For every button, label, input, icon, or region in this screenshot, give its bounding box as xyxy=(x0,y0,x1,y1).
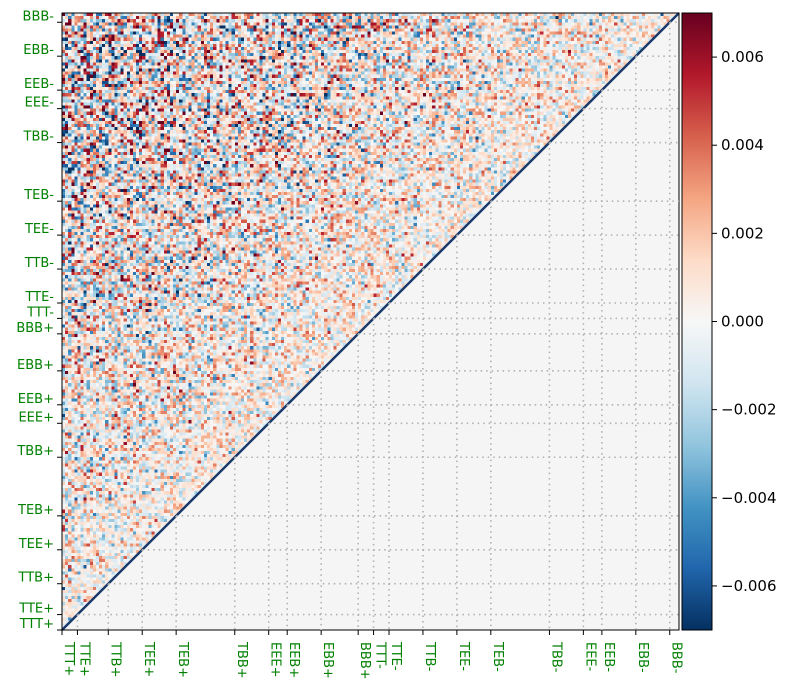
x-tick-label: EEB- xyxy=(601,642,616,672)
y-tick-label: BBB+ xyxy=(16,321,54,336)
y-tick-label: TEB- xyxy=(23,188,54,203)
y-axis: TTT+TTE+ TTB+ TEE+ TEB+ TBB+ EEE+ EEB+ EBB+ BBB+… xyxy=(16,9,62,632)
x-tick-label: EBB- xyxy=(635,642,650,673)
y-tick-label: TTB- xyxy=(24,256,55,271)
y-tick-label: EEE+ xyxy=(18,410,54,425)
colorbar-tick-label: 0.000 xyxy=(721,313,764,331)
y-tick-label: EEB+ xyxy=(18,392,54,407)
y-tick-label: EEB- xyxy=(24,77,54,92)
colorbar: −0.006 −0.004 −0.002 0.000 0.002 0.004 0.006 xyxy=(681,12,777,631)
x-tick-label: TTT+ xyxy=(61,641,76,676)
y-tick-label: EEE- xyxy=(25,96,55,111)
colorbar-tick-label: −0.002 xyxy=(721,401,777,419)
x-tick-label: TBB- xyxy=(548,641,563,673)
x-tick-label: EEE+ xyxy=(268,642,283,678)
x-tick-label: TEB- xyxy=(490,641,505,672)
colorbar-tick-label: −0.004 xyxy=(721,489,777,507)
y-tick-label: TTT+ xyxy=(19,617,54,632)
x-tick-label: TBB+ xyxy=(234,641,249,679)
x-tick-label: EEE- xyxy=(582,642,597,672)
y-tick-label: TBB- xyxy=(23,130,55,145)
y-tick-label: EBB- xyxy=(23,43,54,58)
y-tick-label: TTT- xyxy=(26,305,54,320)
y-tick-label: TTE- xyxy=(24,290,54,305)
x-tick-label: BBB+ xyxy=(357,642,372,680)
x-tick-label: TTE- xyxy=(388,641,403,671)
x-tick-label: TEB+ xyxy=(175,641,190,678)
plot-frame xyxy=(61,12,680,631)
heatmap-plot-area xyxy=(61,12,680,631)
diagonal-line xyxy=(61,12,680,631)
y-tick-label: TEE+ xyxy=(18,537,54,552)
colorbar-tick-label: 0.002 xyxy=(721,224,764,242)
x-tick-label: EEB+ xyxy=(286,642,301,678)
x-tick-label: TTE+ xyxy=(76,641,91,677)
colorbar-tick-label: 0.006 xyxy=(721,48,764,66)
y-tick-label: TEB+ xyxy=(17,503,54,518)
y-tick-label: EBB+ xyxy=(17,358,54,373)
x-tick-label: TEE- xyxy=(456,641,471,671)
colorbar-tick-label: 0.004 xyxy=(721,136,764,154)
x-tick-label: TTT- xyxy=(373,641,388,669)
block-grid-lines xyxy=(76,21,679,630)
y-tick-label: TTE+ xyxy=(18,602,54,617)
y-tick-label: TEE- xyxy=(24,222,54,237)
x-tick-label: EBB+ xyxy=(320,642,335,679)
colorbar-gradient xyxy=(681,12,713,631)
x-axis: TTT+ TTE+ TTB+ TEE+ TEB+ TBB+ EEE+ EEB+ EBB+ BBB+… xyxy=(61,630,684,680)
colorbar-tick-label: −0.006 xyxy=(721,577,777,595)
y-tick-label: TBB+ xyxy=(16,444,54,459)
x-tick-label: TEE+ xyxy=(141,641,156,677)
x-tick-label: TTB+ xyxy=(107,641,122,677)
x-tick-label: BBB- xyxy=(669,642,684,674)
x-tick-label: TTB- xyxy=(422,641,437,672)
y-tick-label: BBB- xyxy=(23,9,55,24)
y-tick-label: TTB+ xyxy=(18,571,54,586)
